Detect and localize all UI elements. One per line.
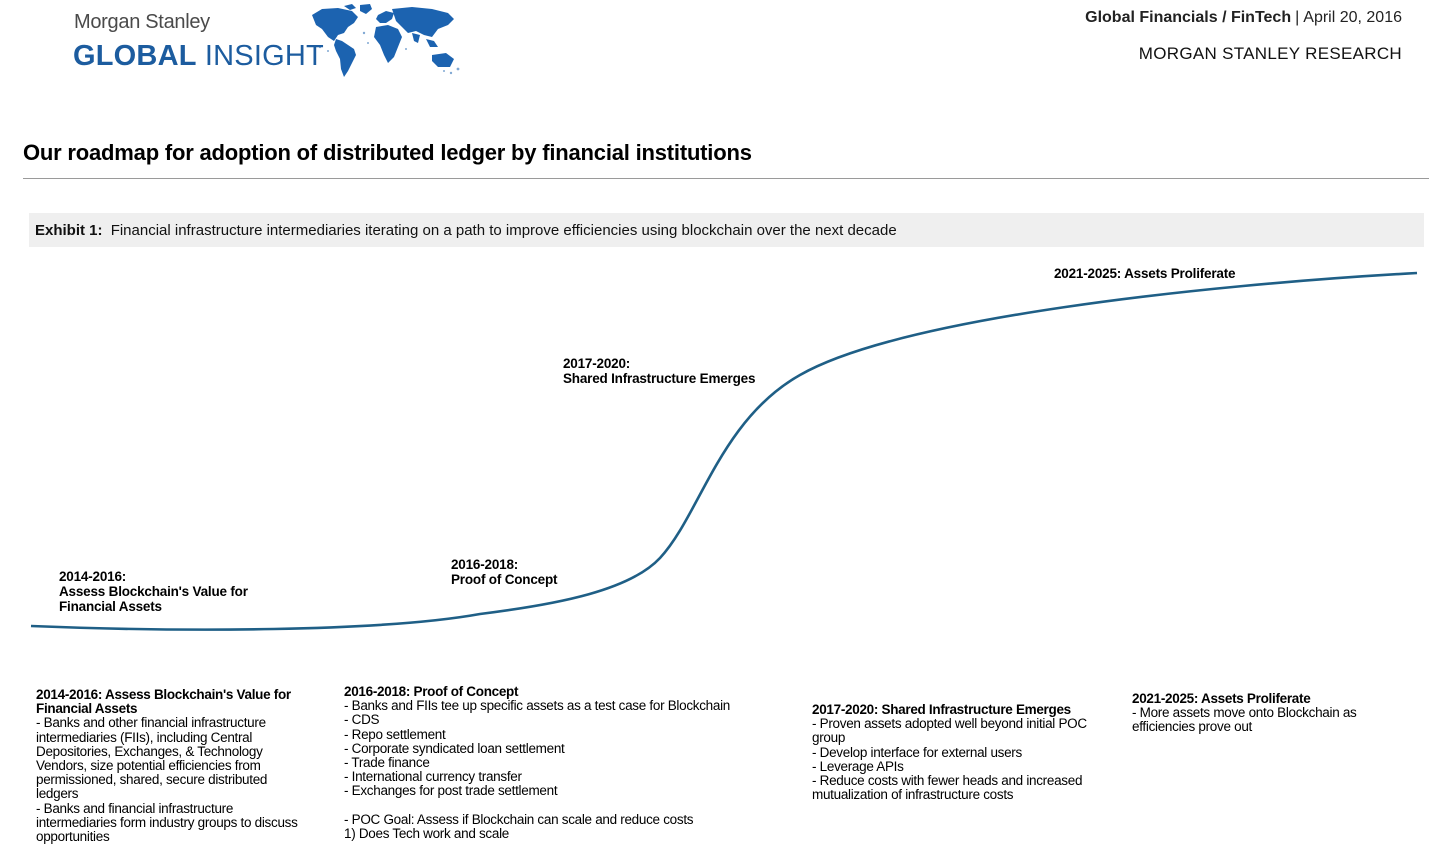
phase-heading: 2014-2016: Assess Blockchain's Value for…	[36, 687, 291, 717]
header-sector-date: Global Financials / FinTech | April 20, 20…	[1085, 9, 1402, 27]
phase-body: - Proven assets adopted well beyond init…	[812, 716, 1087, 803]
curve-label-line: Proof of Concept	[451, 572, 558, 587]
curve-label-line: Financial Assets	[59, 599, 162, 614]
brand-global-insight: GLOBAL INSIGHT	[73, 40, 324, 73]
title-divider	[23, 178, 1429, 179]
curve-label-line: 2021-2025: Assets Proliferate	[1054, 266, 1236, 281]
curve-label-line: 2014-2016:	[59, 569, 127, 584]
phase-column-2017-2020: 2017-2020: Shared Infrastructure Emerges…	[812, 702, 1112, 803]
phase-column-2021-2025: 2021-2025: Assets Proliferate - More ass…	[1132, 691, 1412, 735]
curve-label-2014-2016: 2014-2016: Assess Blockchain's Value for…	[59, 569, 248, 614]
phase-body: - Banks and other financial infrastructu…	[36, 715, 298, 844]
phase-heading: 2016-2018: Proof of Concept	[344, 684, 519, 699]
curve-label-2016-2018: 2016-2018: Proof of Concept	[451, 557, 557, 587]
brand-global-word: GLOBAL	[73, 40, 197, 72]
curve-label-line: Assess Blockchain's Value for	[59, 584, 248, 599]
curve-label-2021-2025: 2021-2025: Assets Proliferate	[1054, 266, 1236, 281]
curve-label-line: Shared Infrastructure Emerges	[563, 371, 756, 386]
adoption-curve-chart	[30, 271, 1418, 631]
header-separator: |	[1295, 9, 1300, 26]
exhibit-caption-text: Financial infrastructure intermediaries …	[110, 222, 897, 239]
exhibit-caption: Exhibit 1: Financial infrastructure inte…	[35, 222, 897, 239]
world-map-icon	[312, 4, 460, 77]
phase-column-2016-2018: 2016-2018: Proof of Concept - Banks and …	[344, 684, 764, 842]
curve-label-2017-2020: 2017-2020: Shared Infrastructure Emerges	[563, 356, 755, 386]
research-label: MORGAN STANLEY RESEARCH	[1138, 44, 1402, 63]
curve-label-line: 2017-2020:	[563, 356, 631, 371]
phase-column-2014-2016: 2014-2016: Assess Blockchain's Value for…	[36, 687, 336, 844]
exhibit-label: Exhibit 1:	[35, 222, 103, 239]
sector-label: Global Financials / FinTech	[1085, 9, 1292, 26]
phase-body: - Banks and FIIs tee up specific assets …	[344, 698, 730, 842]
report-date: April 20, 2016	[1303, 9, 1402, 26]
phase-heading: 2021-2025: Assets Proliferate	[1132, 691, 1311, 706]
adoption-s-curve	[30, 271, 1418, 631]
brand-name-small: Morgan Stanley	[74, 11, 210, 33]
phase-heading: 2017-2020: Shared Infrastructure Emerges	[812, 702, 1071, 717]
curve-label-line: 2016-2018:	[451, 557, 519, 572]
brand-insight-word: INSIGHT	[196, 40, 324, 72]
page-title: Our roadmap for adoption of distributed …	[23, 140, 752, 165]
phase-body: - More assets move onto Blockchain as ef…	[1132, 705, 1357, 735]
exhibit-bar	[29, 213, 1424, 247]
